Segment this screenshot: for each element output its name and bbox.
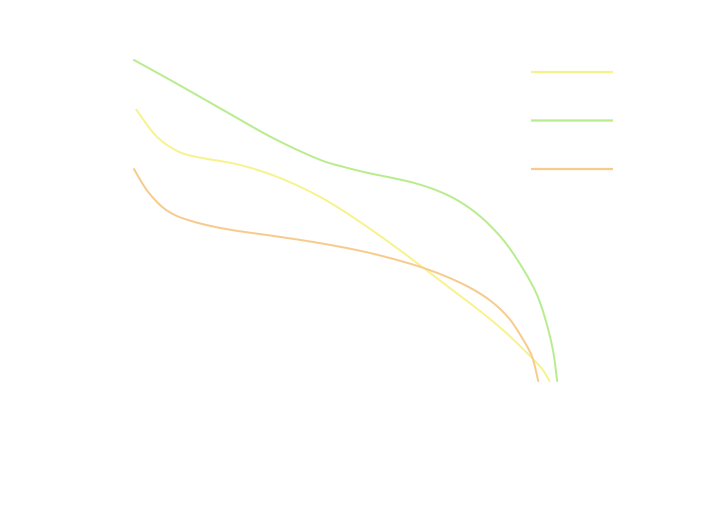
series-line-3 [133, 168, 540, 382]
legend [531, 70, 613, 171]
series-line-1 [135, 108, 551, 382]
series-line-2 [133, 59, 559, 382]
plot-area [133, 59, 559, 382]
